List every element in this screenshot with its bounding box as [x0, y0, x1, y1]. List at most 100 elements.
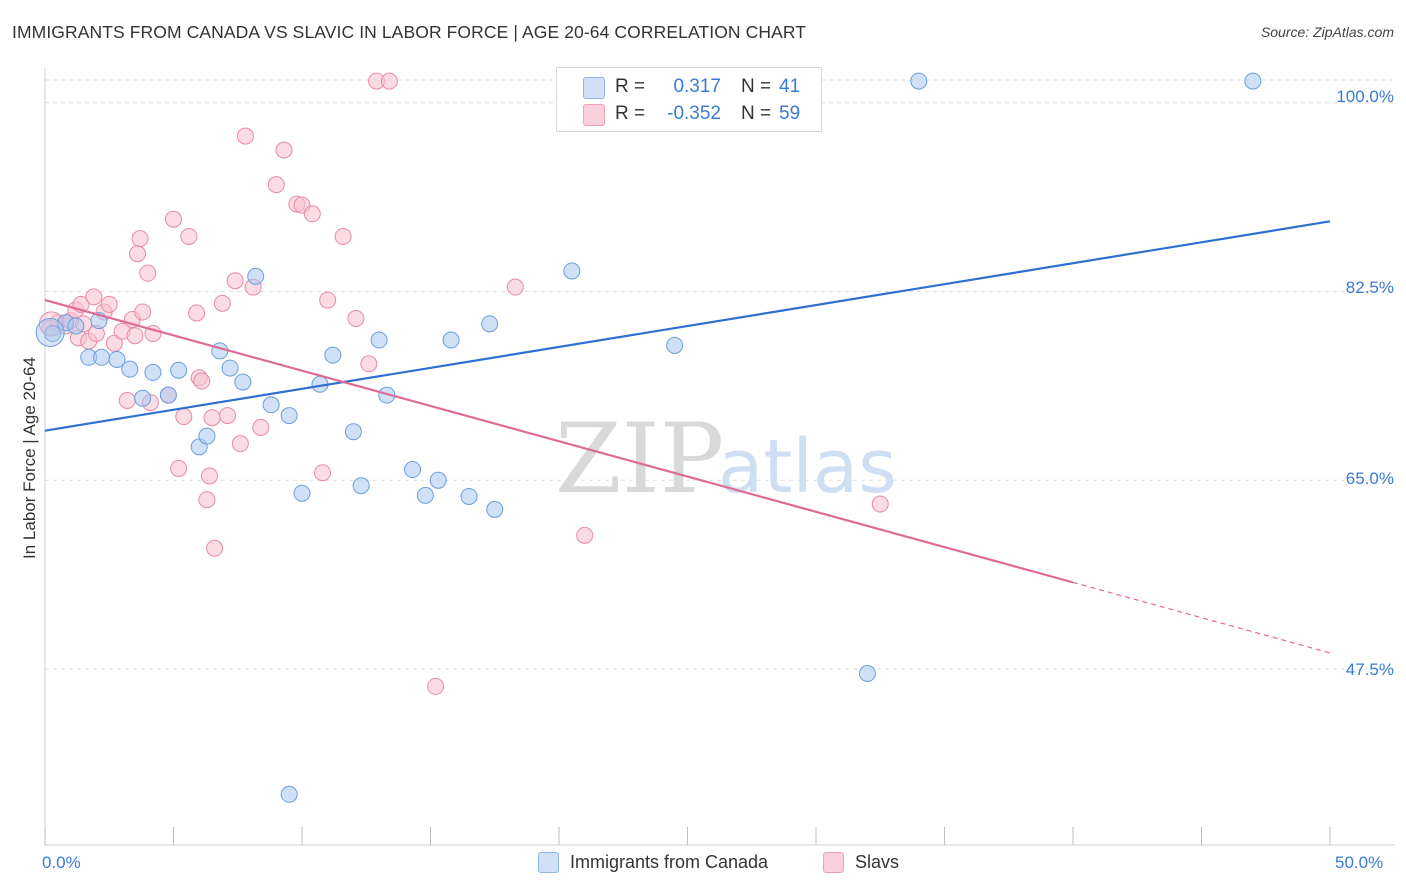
legend-r-label: R = — [615, 103, 646, 124]
canada-trend-line — [44, 220, 1331, 432]
x-tick-label-min: 0.0% — [42, 853, 81, 872]
slavs-point — [118, 391, 136, 409]
grid-lines — [45, 79, 1395, 670]
slavs-point — [231, 435, 249, 453]
slavs-point — [198, 491, 216, 509]
canada-point — [198, 427, 216, 445]
canada-point — [344, 423, 362, 441]
slavs-point — [131, 230, 149, 248]
slavs-point — [275, 141, 293, 159]
slavs-point — [180, 227, 198, 245]
slavs-point — [427, 677, 445, 695]
legend-n-label: N = — [741, 76, 772, 97]
chart-title: IMMIGRANTS FROM CANADA VS SLAVIC IN LABO… — [12, 22, 807, 42]
slavs-point — [319, 291, 337, 309]
canada-points — [35, 72, 1262, 803]
slavs-point — [134, 303, 152, 321]
slavs-point — [188, 304, 206, 322]
legend-n-label: N = — [741, 103, 772, 124]
y-tick-label: 100.0% — [1336, 87, 1394, 106]
legend-r-value: -0.352 — [667, 103, 721, 124]
slavs-point — [236, 127, 254, 145]
canada-point — [404, 461, 422, 479]
watermark-atlas: atlas — [718, 424, 897, 510]
slavs-point — [206, 539, 224, 557]
legend-row-slavs: R = -0.352 N = 59 — [615, 102, 800, 126]
slavs-point — [303, 205, 321, 223]
trend-lines — [44, 220, 1331, 654]
legend-r-value: 0.317 — [673, 76, 721, 97]
canada-point — [211, 342, 229, 360]
slavs-trend-line-extrapolated — [1072, 581, 1331, 654]
bottom-legend-slavs: Slavs — [823, 852, 899, 873]
watermark-zip: ZIP — [555, 403, 724, 515]
canada-point — [221, 359, 239, 377]
slavs-point — [139, 264, 157, 282]
canada-point — [563, 262, 581, 280]
legend-swatch-canada — [583, 77, 605, 99]
legend-n-value: 41 — [779, 76, 801, 97]
canada-point — [67, 317, 85, 335]
y-tick-label: 65.0% — [1345, 469, 1394, 488]
canada-point — [370, 331, 388, 349]
legend-row-canada: R = 0.317 N = 41 — [615, 75, 800, 99]
legend-r-label: R = — [615, 76, 646, 97]
slavs-point — [347, 309, 365, 327]
source-label: Source: ZipAtlas.com — [1260, 24, 1394, 40]
canada-point — [486, 500, 504, 518]
slavs-point — [105, 334, 123, 352]
canada-point — [93, 348, 111, 366]
canada-point — [170, 361, 188, 379]
canada-point — [352, 477, 370, 495]
watermark: ZIP atlas — [555, 403, 897, 515]
slavs-point — [203, 409, 221, 427]
canada-point — [1244, 72, 1262, 90]
slavs-point — [170, 459, 188, 477]
axes — [44, 68, 1395, 846]
legend-swatch-slavs — [583, 104, 605, 126]
canada-point — [858, 664, 876, 682]
y-tick-label: 47.5% — [1345, 660, 1394, 679]
bottom-legend-swatch-canada — [538, 852, 559, 873]
y-axis-title: In Labor Force | Age 20-64 — [20, 357, 39, 559]
slavs-point — [380, 72, 398, 90]
canada-point — [910, 72, 928, 90]
canada-point — [234, 373, 252, 391]
slavs-point — [213, 294, 231, 312]
canada-point — [262, 396, 280, 414]
slavs-point — [85, 288, 103, 306]
slavs-point — [200, 467, 218, 485]
canada-point — [121, 360, 139, 378]
slavs-trend-line — [44, 299, 1074, 584]
bottom-legend-label: Immigrants from Canada — [570, 852, 769, 872]
slavs-point — [218, 407, 236, 425]
y-tick-label: 82.5% — [1345, 278, 1394, 297]
canada-point — [280, 785, 298, 803]
canada-point — [159, 386, 177, 404]
bottom-legend-label: Slavs — [855, 852, 900, 872]
slavs-point — [226, 272, 244, 290]
canada-point — [293, 484, 311, 502]
slavs-point — [871, 495, 889, 513]
bottom-legend-swatch-slavs — [823, 852, 844, 873]
slavs-points — [38, 72, 889, 695]
canada-point — [442, 331, 460, 349]
slavs-point — [314, 464, 332, 482]
canada-point — [108, 350, 126, 368]
x-tick-label-max: 50.0% — [1335, 853, 1384, 872]
canada-point — [144, 363, 162, 381]
slavs-point — [506, 278, 524, 296]
canada-point-cluster — [35, 317, 65, 347]
slavs-point — [126, 327, 144, 345]
canada-point — [324, 346, 342, 364]
slavs-point — [360, 355, 378, 373]
slavs-point — [252, 418, 270, 436]
slavs-point — [129, 245, 147, 263]
canada-point — [280, 407, 298, 425]
slavs-point — [334, 227, 352, 245]
slavs-point — [193, 372, 211, 390]
canada-point — [429, 471, 447, 489]
legend-n-value: 59 — [779, 103, 801, 124]
slavs-point — [267, 176, 285, 194]
